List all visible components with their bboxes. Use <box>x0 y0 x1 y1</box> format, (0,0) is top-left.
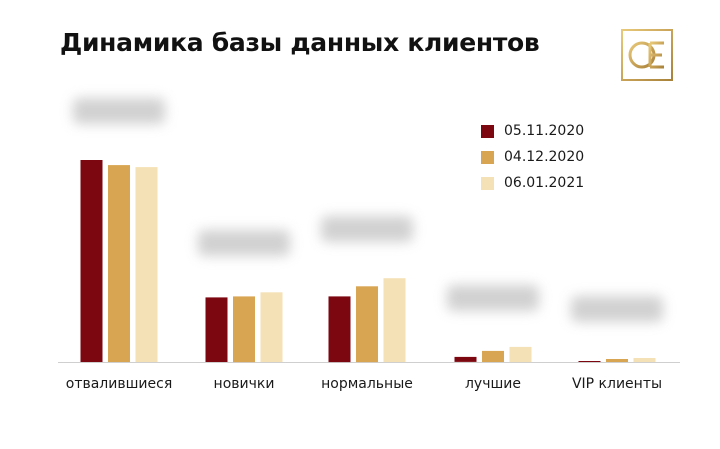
bar-1-1 <box>80 160 103 362</box>
category-label-5: VIP клиенты <box>572 376 662 392</box>
bar-3-2 <box>260 292 283 362</box>
bar-3-3 <box>383 278 406 362</box>
category-label-3: нормальные <box>321 376 413 392</box>
legend-label-1: 05.11.2020 <box>504 123 585 139</box>
blurred-data-label-4 <box>447 284 539 311</box>
legend-label-2: 04.12.2020 <box>504 149 585 165</box>
oe-monogram-logo-icon <box>621 29 673 81</box>
bar-1-3 <box>328 296 351 363</box>
bar-2-1 <box>108 165 130 362</box>
legend-swatch-3 <box>481 176 494 190</box>
category-label-4: лучшие <box>465 376 521 392</box>
chart-title: Динамика базы данных клиентов <box>60 28 540 57</box>
bar-3-1 <box>135 167 158 362</box>
blurred-data-label-3 <box>321 216 413 243</box>
bar-2-2 <box>233 296 255 363</box>
legend-item-1: 05.11.2020 <box>481 118 584 144</box>
bar-3-4 <box>509 346 532 363</box>
category-label-2: новички <box>214 376 275 392</box>
blurred-data-label-1 <box>73 98 165 124</box>
legend-swatch-2 <box>481 150 494 164</box>
blurred-data-label-2 <box>198 230 290 257</box>
legend-label-3: 06.01.2021 <box>504 175 585 191</box>
blurred-data-label-5 <box>571 295 663 322</box>
bar-2-4 <box>482 350 504 362</box>
legend-swatch-1 <box>481 124 494 138</box>
bar-1-2 <box>205 297 228 362</box>
bar-3-5 <box>633 358 656 362</box>
legend-item-3: 06.01.2021 <box>481 170 584 196</box>
legend: 05.11.2020 04.12.2020 06.01.2021 <box>481 118 584 196</box>
legend-item-2: 04.12.2020 <box>481 144 584 170</box>
bar-1-5 <box>578 361 601 362</box>
bar-2-3 <box>356 286 378 363</box>
bar-2-5 <box>606 359 628 362</box>
bar-1-4 <box>454 356 477 362</box>
category-label-1: отвалившиеся <box>66 376 173 392</box>
